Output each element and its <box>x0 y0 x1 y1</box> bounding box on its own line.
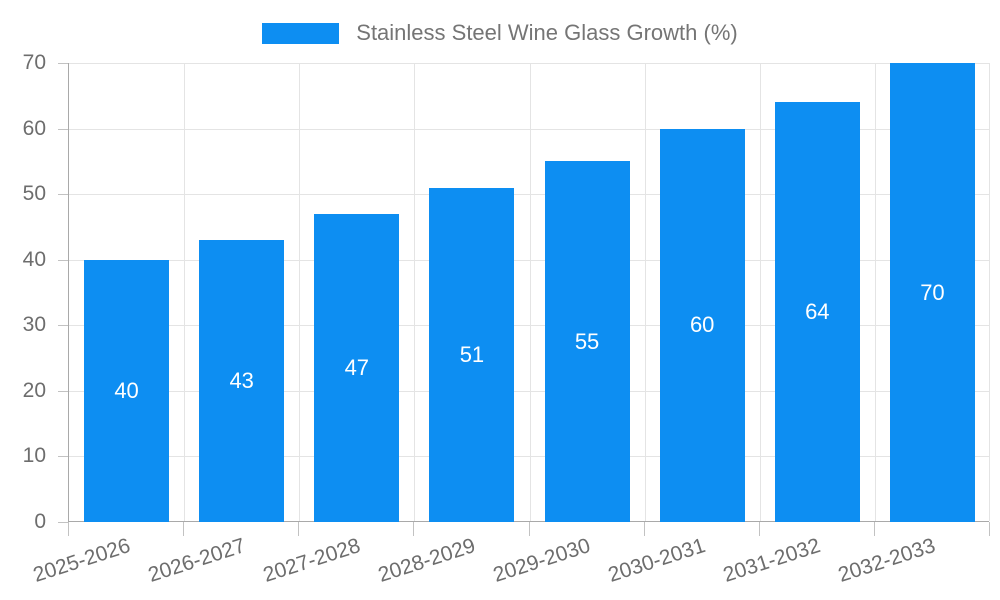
gridline-vertical <box>299 63 301 521</box>
y-axis-label: 0 <box>34 510 46 533</box>
chart-legend[interactable]: Stainless Steel Wine Glass Growth (%) <box>0 20 1000 46</box>
y-axis-label: 30 <box>22 313 46 337</box>
bar-value-label: 70 <box>920 279 945 305</box>
gridline-vertical <box>414 63 416 521</box>
bar-value-label: 55 <box>574 328 600 354</box>
x-axis-tick <box>873 522 875 536</box>
y-axis-tick <box>58 63 68 64</box>
y-axis-tick <box>58 456 68 458</box>
bar: 55 <box>544 161 630 522</box>
bar: 70 <box>889 63 975 522</box>
bar-value-label: 51 <box>459 341 485 367</box>
x-axis-tick <box>643 522 645 536</box>
y-axis-label: 20 <box>22 378 46 402</box>
y-axis-tick <box>58 325 68 327</box>
legend-label: Stainless Steel Wine Glass Growth (%) <box>356 20 738 45</box>
bar: 40 <box>84 259 170 522</box>
gridline-horizontal <box>69 390 989 392</box>
plot-area: 40 43 47 51 55 60 64 70 <box>68 63 990 522</box>
bar-value-label: 64 <box>805 299 830 325</box>
gridline-vertical <box>184 63 186 521</box>
gridline-vertical <box>759 63 761 521</box>
bar: 60 <box>659 128 745 522</box>
gridline-vertical <box>989 63 990 521</box>
gridline-horizontal <box>69 456 989 458</box>
y-axis-label: 70 <box>22 51 46 74</box>
bar-value-label: 40 <box>114 377 139 403</box>
gridline-vertical <box>529 63 531 521</box>
gridline-horizontal <box>69 194 989 196</box>
y-axis-tick <box>58 259 68 261</box>
y-axis-label: 60 <box>22 116 46 140</box>
gridline-horizontal <box>69 63 989 64</box>
gridline-horizontal <box>69 128 989 130</box>
bar-value-label: 43 <box>229 368 254 393</box>
gridline-vertical <box>644 63 646 521</box>
x-axis-tick <box>758 522 760 536</box>
y-axis-tick <box>58 390 68 392</box>
gridline-vertical <box>874 63 876 521</box>
x-axis-tick <box>528 522 530 536</box>
bar: 51 <box>429 187 515 522</box>
y-axis-tick <box>58 522 68 523</box>
y-axis-label: 40 <box>22 247 46 271</box>
bar: 47 <box>314 213 400 522</box>
bar: 64 <box>774 102 860 522</box>
y-axis-label: 10 <box>22 444 46 468</box>
x-axis-tick <box>413 522 415 536</box>
bar-value-label: 60 <box>689 312 715 338</box>
bar: 43 <box>199 240 285 522</box>
x-axis-tick <box>298 522 300 536</box>
y-axis-tick <box>58 128 68 130</box>
x-axis-tick <box>989 522 990 536</box>
gridline-horizontal <box>69 325 989 327</box>
legend-swatch <box>262 22 340 44</box>
x-axis-tick <box>183 522 185 536</box>
y-axis-label: 50 <box>22 182 46 206</box>
y-axis-tick <box>58 194 68 196</box>
x-axis-tick <box>68 522 69 536</box>
gridline-horizontal <box>69 259 989 261</box>
bar-value-label: 47 <box>344 354 370 380</box>
